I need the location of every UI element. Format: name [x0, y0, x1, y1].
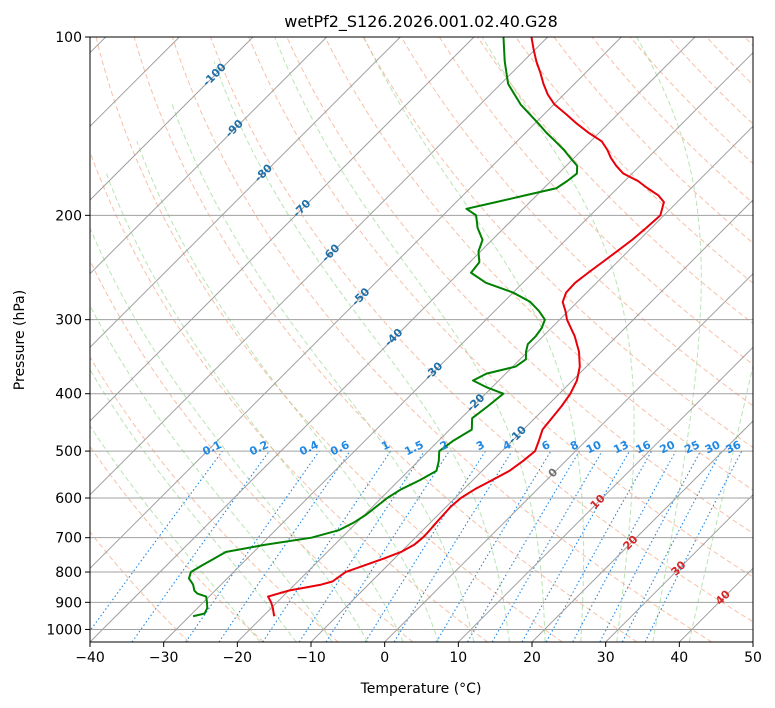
moist-adiabat-line [363, 37, 585, 642]
y-tick-label: 500 [55, 444, 82, 460]
mixing-ratio-line [467, 450, 580, 642]
y-tick-label: 600 [55, 491, 82, 507]
dry-adiabat-line [90, 150, 488, 642]
mixing-ratio-line [572, 450, 677, 642]
dry-adiabat-line [210, 37, 753, 623]
mixing-ratio-label: 16 [633, 438, 653, 457]
isotherm-line [457, 346, 753, 642]
moist-adiabat-line [636, 37, 702, 642]
mixing-ratio-line [393, 450, 513, 642]
x-tick-label: 40 [670, 650, 688, 666]
plot-background [90, 37, 753, 642]
y-tick-label: 800 [55, 565, 82, 581]
chart-title: wetPf2_S126.2026.001.02.40.G28 [284, 12, 558, 32]
x-tick-label: 0 [380, 650, 389, 666]
y-tick-label: 100 [55, 30, 82, 46]
y-axis-label: Pressure (hPa) [12, 290, 28, 390]
isotherm-line [90, 37, 549, 496]
y-tick-label: 200 [55, 208, 82, 224]
dry-adiabat-line [248, 37, 753, 578]
mixing-ratio-line [491, 450, 603, 642]
x-axis-label: Temperature (°C) [360, 681, 482, 697]
isotherm-line [90, 37, 475, 422]
moist-adiabat-line [90, 226, 369, 642]
x-tick-label: 30 [597, 650, 615, 666]
dry-adiabat-line [477, 37, 753, 325]
moist-adiabat-line [481, 37, 635, 642]
skewed-isotherms [90, 37, 753, 642]
y-tick-label: 400 [55, 387, 82, 403]
isotherm-line [310, 199, 753, 642]
isotherm-line [90, 37, 622, 570]
mixing-ratio-line [218, 450, 351, 642]
y-tick-label: 900 [55, 595, 82, 611]
mixing-ratio-label: 36 [724, 438, 744, 457]
y-tick-label: 300 [55, 313, 82, 329]
x-tick-label: −20 [223, 650, 253, 666]
dry-adiabat-line [95, 37, 563, 642]
x-tick-label: −10 [296, 650, 326, 666]
dry-adiabat-line [400, 37, 753, 407]
mixing-ratio-line [364, 450, 486, 642]
y-tick-label: 700 [55, 531, 82, 547]
dry-adiabat-line [133, 37, 638, 642]
mixing-ratio-label: 25 [682, 438, 701, 456]
dry-adiabat-line [90, 531, 190, 642]
mixing-ratio-line [435, 450, 552, 642]
x-tick-label: −30 [149, 650, 179, 666]
pressure-gridlines [90, 37, 753, 630]
isotherm-line [90, 37, 328, 275]
mixing-ratio-label: 30 [703, 438, 723, 457]
x-tick-label: −40 [75, 650, 105, 666]
dry-adiabat-line [324, 37, 753, 491]
dry-adiabat-line [90, 259, 414, 642]
moist-adiabat-line [90, 304, 333, 642]
dry-adiabat-line [553, 37, 753, 244]
moist-adiabat-line [105, 173, 404, 642]
isotherm-line [90, 37, 696, 642]
dry-adiabat-line [591, 37, 753, 204]
x-axis-ticks: −40 −30 −20 −10 0 10 20 30 40 50 [75, 642, 762, 666]
isotherm-line [163, 51, 753, 642]
isotherm-line [605, 493, 753, 642]
isotherm-line [531, 420, 753, 642]
mixing-ratio-line [521, 450, 630, 642]
dry-adiabats [90, 37, 753, 642]
mixing-ratio-line [325, 450, 450, 642]
plot-area: 0.1 0.2 0.4 0.6 1 1.5 2 3 4 6 8 10 13 16 20 25 30 36-100-… [90, 37, 753, 642]
dry-adiabat-line [286, 37, 753, 534]
dewpoint-line [187, 37, 579, 618]
moist-adiabat-line [274, 37, 546, 642]
plot-frame [89, 36, 754, 643]
mixing-ratio-line [131, 450, 270, 642]
mixing-ratio-label: 20 [658, 438, 678, 457]
moist-adiabat-line [688, 363, 753, 642]
isotherm-line [384, 272, 753, 642]
moist-adiabat-line [213, 61, 510, 642]
isotherm-line [90, 37, 401, 349]
dry-adiabat-line [90, 356, 339, 642]
isotherm-line [90, 37, 254, 201]
moist-adiabat-line [90, 368, 297, 642]
y-tick-label: 1000 [46, 622, 82, 638]
x-tick-label: 20 [523, 650, 541, 666]
x-tick-label: 50 [744, 650, 762, 666]
moist-adiabat-line [171, 104, 475, 642]
moist-adiabat-line [90, 424, 261, 642]
dry-adiabat-line [171, 37, 712, 642]
mixing-ratio-label: 13 [611, 438, 630, 456]
sounding-traces [187, 37, 665, 618]
x-tick-label: 10 [449, 650, 467, 666]
moist-adiabats [90, 37, 753, 642]
mixing-ratio-label: 10 [584, 438, 604, 457]
y-axis-ticks: 1000 900 800 700 600 500 400 300 200 100 [46, 30, 90, 638]
isotherm-line [236, 125, 753, 642]
mixing-ratio-line [90, 450, 223, 632]
temperature-line [267, 37, 665, 617]
dry-adiabat-line [439, 37, 753, 365]
